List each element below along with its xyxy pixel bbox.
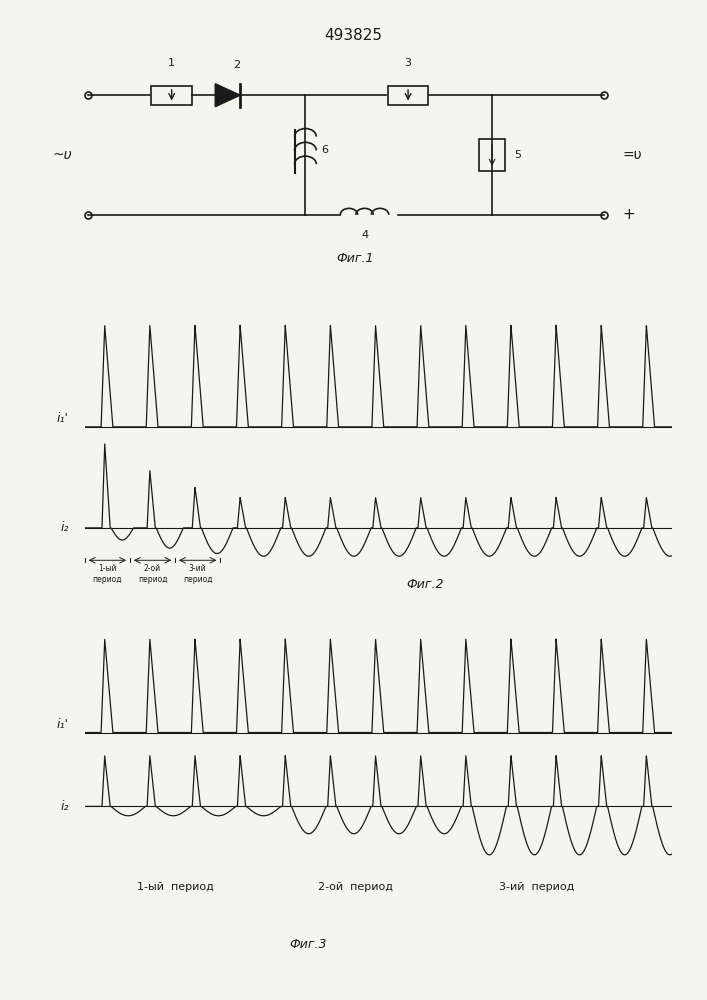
Text: 3: 3: [404, 58, 411, 68]
Text: i₂: i₂: [60, 800, 69, 813]
Text: 493825: 493825: [325, 27, 382, 42]
Text: 3-ий  период: 3-ий период: [498, 882, 574, 892]
Text: 1-ый  период: 1-ый период: [136, 882, 214, 892]
Bar: [479, 139, 505, 171]
Polygon shape: [215, 84, 240, 107]
Bar: [151, 86, 192, 105]
Text: Фиг.2: Фиг.2: [407, 578, 444, 591]
Text: 3-ий
период: 3-ий период: [183, 564, 212, 584]
Text: 6: 6: [321, 145, 328, 155]
Text: i₁': i₁': [57, 412, 69, 425]
Text: i₂: i₂: [60, 521, 69, 534]
Text: i₁': i₁': [57, 718, 69, 731]
Text: 4: 4: [361, 230, 368, 240]
Text: ~υ: ~υ: [53, 148, 73, 162]
Text: 2-ой  период: 2-ой период: [318, 882, 393, 892]
Text: Фиг.3: Фиг.3: [289, 938, 327, 952]
Text: Фиг.1: Фиг.1: [337, 252, 374, 265]
Text: 2-ой
период: 2-ой период: [138, 564, 168, 584]
Text: 5: 5: [514, 150, 521, 160]
Text: +: +: [623, 207, 636, 222]
Text: =υ: =υ: [623, 148, 643, 162]
Text: 1-ый
период: 1-ый период: [93, 564, 122, 584]
Text: 1: 1: [168, 58, 175, 68]
Bar: [388, 86, 428, 105]
Text: 2: 2: [233, 60, 240, 70]
